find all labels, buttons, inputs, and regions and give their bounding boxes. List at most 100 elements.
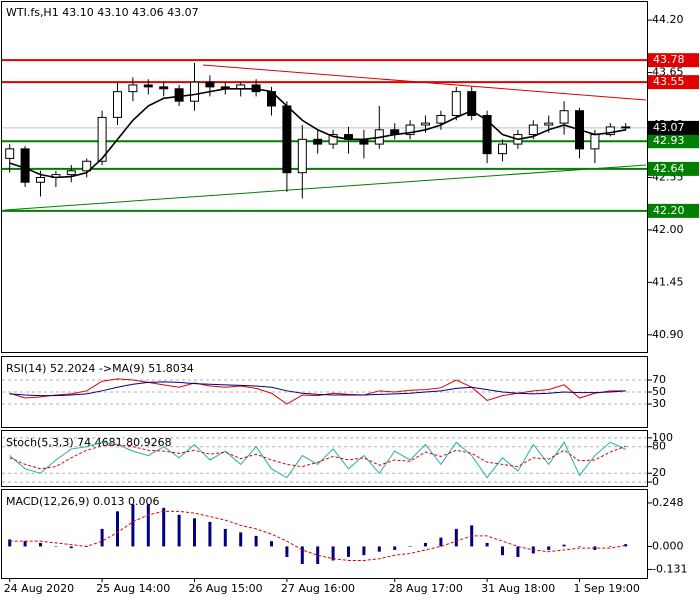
- candle-body: [328, 134, 338, 145]
- candle-body: [621, 126, 631, 129]
- level-label: 43.78: [653, 53, 685, 66]
- histogram-bar: [547, 546, 551, 550]
- level-label: 42.20: [653, 204, 685, 217]
- candle-body: [482, 114, 492, 155]
- histogram-bar: [223, 528, 227, 547]
- level-label: 43.55: [653, 75, 685, 88]
- stoch-panel: [1, 430, 648, 487]
- y-tick-label: 70: [652, 373, 666, 386]
- histogram-bar: [208, 521, 212, 547]
- histogram-bar: [377, 546, 381, 552]
- histogram-bar: [69, 546, 73, 549]
- histogram-bar: [393, 546, 397, 550]
- moving-average: [9, 87, 626, 179]
- candle-body: [5, 148, 15, 159]
- main-panel: [1, 1, 648, 353]
- candle-body: [97, 116, 107, 162]
- indicator-line: [9, 381, 626, 397]
- histogram-bar: [316, 546, 320, 564]
- candle-body: [405, 124, 415, 136]
- histogram-bar: [331, 546, 335, 561]
- candle-body: [590, 134, 600, 150]
- y-tick-label: 0.000: [652, 539, 684, 552]
- histogram-bar: [424, 542, 427, 547]
- candle-body: [451, 91, 461, 116]
- candle-body: [113, 91, 122, 118]
- histogram-bar: [254, 535, 258, 547]
- level-label-bg: [648, 75, 699, 90]
- x-tick-label: 26 Aug 15:00: [189, 582, 263, 595]
- support-trendline: [4, 164, 647, 211]
- level-label-bg: [648, 161, 699, 176]
- histogram-bar: [239, 532, 243, 547]
- candle-body: [528, 124, 538, 136]
- histogram-bar: [300, 546, 304, 564]
- histogram-bar: [439, 537, 443, 547]
- candle-body: [143, 84, 153, 88]
- candle-body: [174, 88, 184, 102]
- histogram-bar: [8, 539, 12, 547]
- candle-body: [313, 138, 323, 145]
- histogram-bar: [162, 507, 166, 547]
- candle-body: [559, 110, 569, 124]
- y-tick-label: 0.248: [652, 496, 684, 509]
- histogram-bar: [608, 546, 612, 547]
- candle-body: [128, 84, 138, 93]
- candle-body: [190, 81, 199, 102]
- histogram-bar: [562, 544, 566, 547]
- x-tick-label: 1 Sep 19:00: [574, 582, 640, 595]
- x-tick-label: 25 Aug 14:00: [96, 582, 170, 595]
- histogram-bar: [516, 546, 520, 557]
- x-tick-label: 27 Aug 16:00: [281, 582, 355, 595]
- x-tick-label: 24 Aug 2020: [4, 582, 74, 595]
- candle-body: [467, 91, 477, 116]
- macd-panel: [1, 489, 648, 579]
- histogram-bar: [193, 518, 196, 547]
- histogram-bar: [347, 546, 350, 557]
- indicator-line: [9, 444, 626, 470]
- indicator-line: [9, 441, 626, 479]
- candle-body: [205, 81, 215, 88]
- candle-body: [82, 160, 92, 172]
- candle-body: [421, 122, 430, 126]
- level-label-bg: [648, 134, 699, 149]
- panel-title: MACD(12,26,9) 0.013 0.006: [6, 495, 160, 508]
- histogram-bar: [131, 504, 135, 547]
- candle-body: [66, 170, 76, 176]
- y-tick-label: 42.00: [652, 223, 684, 236]
- panel-title: Stoch(5,3,3) 74.4681 80.9268: [6, 436, 172, 449]
- level-label: 42.93: [653, 134, 685, 147]
- level-label-bg: [648, 53, 699, 68]
- histogram-bar: [501, 546, 504, 556]
- candle-body: [159, 86, 169, 90]
- y-tick-label: -0.131: [652, 562, 687, 575]
- panel-title: RSI(14) 52.2024 ->MA(9) 51.8034: [6, 362, 194, 375]
- signal-line: [9, 510, 626, 561]
- histogram-bar: [116, 511, 119, 547]
- indicator-line: [9, 378, 626, 405]
- level-label: 42.64: [653, 162, 685, 175]
- histogram-bar: [39, 542, 42, 547]
- last-price-label: 43.07: [653, 121, 685, 134]
- y-tick-label: 40.90: [652, 328, 684, 341]
- histogram-bar: [408, 546, 412, 547]
- candle-body: [297, 138, 307, 174]
- candle-body: [605, 126, 615, 136]
- histogram-bar: [362, 546, 366, 556]
- histogram-bar: [54, 546, 58, 547]
- last-price-label-bg: [648, 120, 699, 135]
- candle-body: [20, 148, 30, 183]
- candle-body: [282, 105, 292, 174]
- histogram-bar: [454, 528, 458, 547]
- candle-body: [498, 143, 507, 155]
- x-tick-label: 31 Aug 18:00: [481, 582, 555, 595]
- x-tick-label: 28 Aug 17:00: [389, 582, 463, 595]
- y-tick-label: 100: [652, 431, 673, 444]
- histogram-bar: [578, 546, 581, 547]
- y-tick-label: 41.45: [652, 275, 684, 288]
- y-tick-label: 44.20: [652, 13, 684, 26]
- histogram-bar: [177, 514, 181, 547]
- y-tick-label: 0: [652, 475, 659, 488]
